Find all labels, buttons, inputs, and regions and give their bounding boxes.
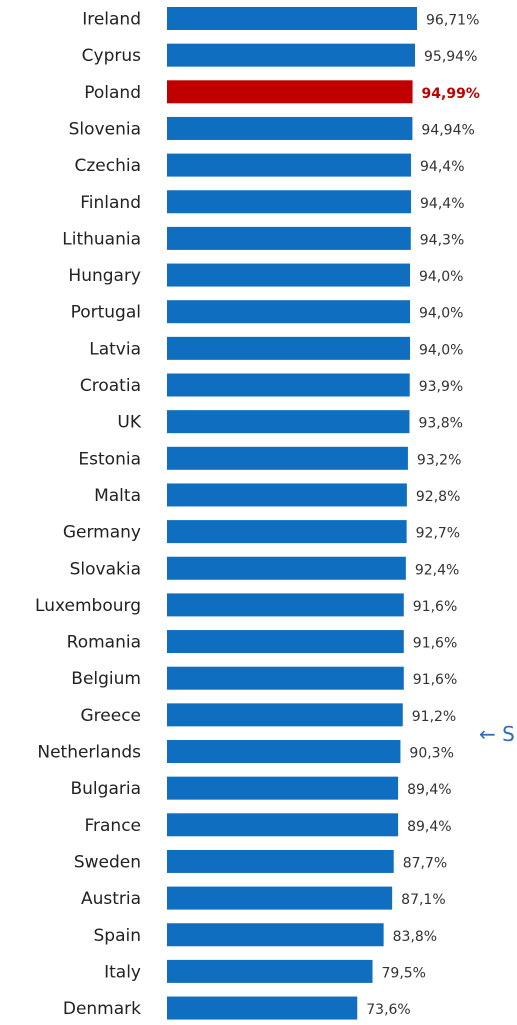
value-label-slovakia: 92,4% [415,562,459,578]
value-label-finland: 94,4% [420,196,464,212]
annotation-text: S [502,722,515,746]
bar-germany [167,520,407,544]
bar-czechia [167,153,412,177]
value-label-greece: 91,2% [412,709,456,725]
bar-romania [167,630,404,654]
bar-austria [167,886,393,910]
value-label-malta: 92,8% [416,489,460,505]
category-label-greece: Greece [80,706,141,726]
value-label-belgium: 91,6% [413,672,457,688]
left-arrow-icon: ← [479,722,496,746]
value-label-denmark: 73,6% [366,1002,410,1018]
bar-luxembourg [167,593,404,617]
value-label-bulgaria: 89,4% [407,782,451,798]
category-label-poland: Poland [84,83,141,103]
value-label-cyprus: 95,94% [424,49,477,65]
bar-france [167,813,399,837]
category-label-malta: Malta [94,486,141,506]
category-label-estonia: Estonia [78,449,141,469]
category-label-czechia: Czechia [74,156,141,176]
bar-malta [167,483,407,507]
category-label-netherlands: Netherlands [37,743,141,763]
bar-uk [167,410,410,434]
category-label-austria: Austria [81,889,141,909]
bar-latvia [167,336,410,360]
value-label-uk: 93,8% [418,416,462,432]
bar-denmark [167,996,358,1020]
side-annotation: ← S [479,722,515,746]
bar-spain [167,923,384,947]
category-label-portugal: Portugal [71,303,141,323]
bar-portugal [167,300,410,324]
bar-ireland [167,7,417,30]
category-label-latvia: Latvia [89,339,141,359]
value-label-estonia: 93,2% [417,452,461,468]
category-label-sweden: Sweden [74,852,141,872]
value-label-portugal: 94,0% [419,306,463,322]
value-label-romania: 91,6% [413,636,457,652]
value-label-sweden: 87,7% [403,855,447,871]
value-label-croatia: 93,9% [419,379,463,395]
value-label-netherlands: 90,3% [409,746,453,762]
category-label-finland: Finland [80,193,141,213]
value-label-slovenia: 94,94% [421,122,474,138]
bar-greece [167,703,403,727]
bar-italy [167,959,373,983]
category-label-ireland: Ireland [82,10,141,30]
category-label-romania: Romania [67,633,141,653]
category-label-germany: Germany [63,523,141,543]
bar-finland [167,190,412,214]
category-label-slovakia: Slovakia [70,559,141,579]
category-label-bulgaria: Bulgaria [71,779,142,799]
value-label-czechia: 94,4% [420,159,464,175]
bar-croatia [167,373,410,397]
bar-netherlands [167,740,401,763]
value-label-ireland: 96,71% [426,13,479,29]
bar-lithuania [167,226,411,250]
value-label-austria: 87,1% [401,892,445,908]
category-label-italy: Italy [104,962,141,982]
value-label-germany: 92,7% [416,526,460,542]
bar-bulgaria [167,776,399,800]
category-label-belgium: Belgium [71,669,141,689]
value-label-lithuania: 94,3% [420,232,464,248]
value-label-poland: 94,99% [422,86,480,102]
category-label-slovenia: Slovenia [69,119,141,139]
category-label-lithuania: Lithuania [62,229,141,249]
value-label-latvia: 94,0% [419,342,463,358]
category-label-luxembourg: Luxembourg [35,596,141,616]
category-label-croatia: Croatia [80,376,141,396]
bar-slovakia [167,556,406,580]
value-label-luxembourg: 91,6% [413,599,457,615]
bar-slovenia [167,116,413,140]
bar-cyprus [167,43,416,67]
bar-hungary [167,263,410,287]
value-label-spain: 83,8% [393,929,437,945]
bar-belgium [167,666,404,690]
bar-sweden [167,849,394,873]
category-label-france: France [84,816,141,836]
value-label-hungary: 94,0% [419,269,463,285]
value-label-france: 89,4% [407,819,451,835]
category-label-denmark: Denmark [63,999,141,1019]
category-label-hungary: Hungary [68,266,141,286]
category-label-cyprus: Cyprus [82,46,141,66]
value-label-italy: 79,5% [382,965,426,981]
category-label-uk: UK [117,413,141,433]
bar-estonia [167,446,408,470]
bar-poland [167,80,413,104]
category-label-spain: Spain [94,926,142,946]
